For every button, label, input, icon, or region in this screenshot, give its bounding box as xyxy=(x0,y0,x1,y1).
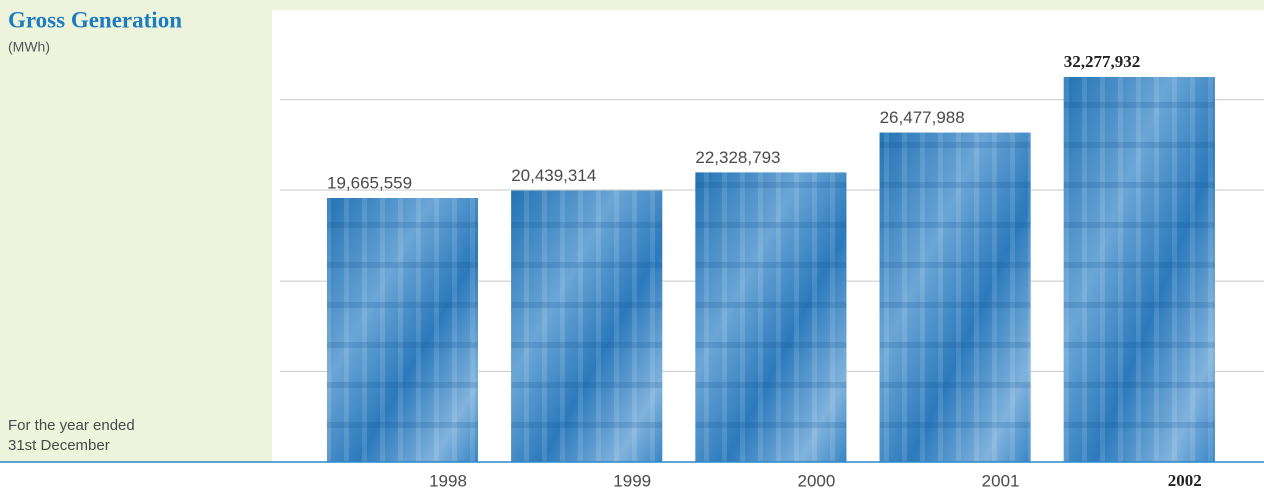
bar-texture xyxy=(695,172,847,463)
x-tick-label: 1999 xyxy=(613,471,651,490)
x-tick-label: 2000 xyxy=(797,471,835,490)
value-label: 19,665,559 xyxy=(327,173,412,192)
side-panel xyxy=(0,0,272,462)
value-label: 26,477,988 xyxy=(880,108,965,127)
chart-title: Gross Generation xyxy=(8,7,182,32)
bar-texture xyxy=(1063,76,1215,462)
note-line: For the year ended xyxy=(8,417,135,434)
bar-texture xyxy=(327,198,478,462)
value-label: 20,439,314 xyxy=(511,166,596,185)
chart-subtitle: (MWh) xyxy=(8,39,50,55)
x-tick-label: 1998 xyxy=(429,471,467,490)
x-tick-label: 2001 xyxy=(982,471,1020,490)
x-tick-label: 2002 xyxy=(1168,471,1202,490)
bar-texture xyxy=(879,132,1031,462)
value-label: 32,277,932 xyxy=(1064,52,1141,71)
bar-texture xyxy=(511,190,663,463)
value-label: 22,328,793 xyxy=(695,148,780,167)
top-band xyxy=(0,0,1264,10)
note-line: 31st December xyxy=(8,437,110,454)
